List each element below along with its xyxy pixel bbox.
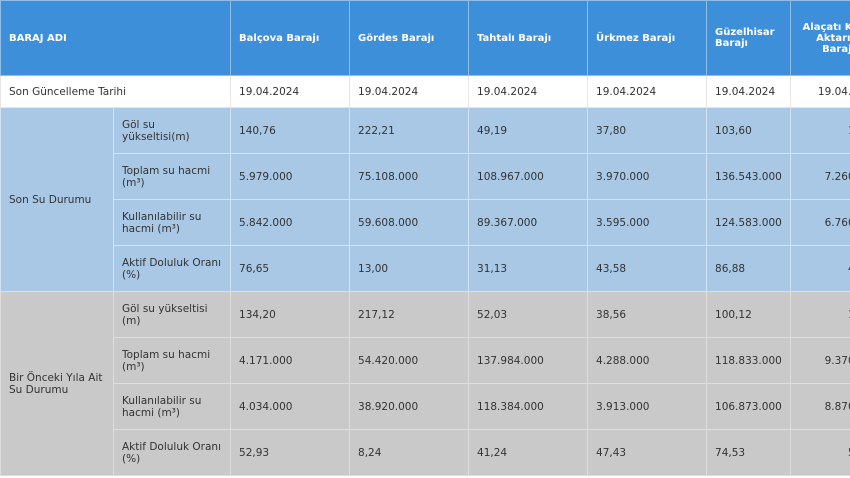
- metric-label: Kullanılabilir su hacmi (m³): [112, 383, 232, 430]
- value-cell: 74,53: [706, 429, 792, 476]
- value-cell: 106.873.000: [706, 383, 792, 430]
- value-cell: 37,80: [587, 107, 708, 154]
- value-cell: 38.920.000: [349, 383, 470, 430]
- value-cell: 134,20: [230, 291, 351, 338]
- data-row: Son Su Durumu Göl su yükseltisi(m) 140,76 2…: [0, 107, 850, 292]
- date-cell: 19.04.2024: [790, 75, 850, 108]
- value-cell: 49,19: [468, 107, 589, 154]
- header-cell: Gördes Barajı: [349, 0, 470, 76]
- group-label: Bir Önceki Yıla Ait Su Durumu: [0, 291, 114, 476]
- value-cell: 52,93: [230, 429, 351, 476]
- value-cell: 76,65: [230, 245, 351, 292]
- group-label: Son Su Durumu: [0, 107, 114, 292]
- value-cell: 54.420.000: [349, 337, 470, 384]
- header-cell: Tahtalı Barajı: [468, 0, 589, 76]
- value-cell: 3.970.000: [587, 153, 708, 200]
- value-cell: 3.595.000: [587, 199, 708, 246]
- data-row: Kullanılabilir su hacmi (m³) 5.842.000 59.…: [1, 199, 850, 246]
- metric-label: Aktif Doluluk Oranı (%): [112, 429, 232, 476]
- header-cell: BARAJ ADI: [0, 0, 232, 76]
- metric-label: Kullanılabilir su hacmi (m³): [112, 199, 232, 246]
- value-cell: 222,21: [349, 107, 470, 154]
- header-cell: Ürkmez Barajı: [587, 0, 708, 76]
- value-cell: 47,43: [587, 429, 708, 476]
- date-cell: 19.04.2024: [706, 75, 792, 108]
- metric-label: Göl su yükseltisi(m): [112, 107, 232, 154]
- header-cell: Balçova Barajı: [230, 0, 351, 76]
- value-cell: 4.288.000: [587, 337, 708, 384]
- value-cell: 41,24: [468, 429, 589, 476]
- value-cell: 86,88: [706, 245, 792, 292]
- metric-label: Aktif Doluluk Oranı (%): [112, 245, 232, 292]
- value-cell: 43,58: [587, 245, 708, 292]
- value-cell: 8.870.000: [790, 383, 850, 430]
- value-cell: 100,12: [706, 291, 792, 338]
- metric-label: Toplam su hacmi (m³): [112, 337, 232, 384]
- value-cell: 3.913.000: [587, 383, 708, 430]
- value-cell: 118.384.000: [468, 383, 589, 430]
- value-cell: 59.608.000: [349, 199, 470, 246]
- header-cell: Alaçatı Kutle Aktarım Barajı: [790, 0, 850, 76]
- data-row: Toplam su hacmi (m³) 4.171.000 54.420.000 1…: [1, 337, 850, 384]
- value-cell: 137.984.000: [468, 337, 589, 384]
- metric-label: Toplam su hacmi (m³): [112, 153, 232, 200]
- value-cell: 42,23: [790, 245, 850, 292]
- value-cell: 5.842.000: [230, 199, 351, 246]
- metric-label: Göl su yükseltisi (m): [112, 291, 232, 338]
- header-row: BARAJ ADI Balçova Barajı Gördes Barajı Taht…: [0, 0, 850, 76]
- value-cell: 103,60: [706, 107, 792, 154]
- data-row: Kullanılabilir su hacmi (m³) 4.034.000 38.…: [1, 383, 850, 430]
- value-cell: 8,24: [349, 429, 470, 476]
- date-cell: 19.04.2024: [230, 75, 351, 108]
- value-cell: 89.367.000: [468, 199, 589, 246]
- value-cell: 6.760.000: [790, 199, 850, 246]
- value-cell: 108.967.000: [468, 153, 589, 200]
- value-cell: 5.979.000: [230, 153, 351, 200]
- value-cell: 75.108.000: [349, 153, 470, 200]
- data-row: Aktif Doluluk Oranı (%) 52,93 8,24 41,24 47,…: [1, 429, 850, 476]
- value-cell: 13,00: [349, 245, 470, 292]
- value-cell: 4.034.000: [230, 383, 351, 430]
- date-cell: 19.04.2024: [468, 75, 589, 108]
- value-cell: 16,93: [790, 291, 850, 338]
- value-cell: 55,44: [790, 429, 850, 476]
- value-cell: 4.171.000: [230, 337, 351, 384]
- date-cell: 19.04.2024: [349, 75, 470, 108]
- value-cell: 31,13: [468, 245, 589, 292]
- data-row: Toplam su hacmi (m³) 5.979.000 75.108.000 1…: [1, 153, 850, 200]
- date-cell: 19.04.2024: [587, 75, 708, 108]
- value-cell: 140,76: [230, 107, 351, 154]
- data-row: Bir Önceki Yıla Ait Su Durumu Göl su yüks…: [0, 291, 850, 476]
- value-cell: 52,03: [468, 291, 589, 338]
- value-cell: 38,56: [587, 291, 708, 338]
- update-row: Son Güncelleme Tarihi 19.04.2024 19.04.202…: [0, 75, 850, 108]
- value-cell: 13,00: [790, 107, 850, 154]
- row-label: Son Güncelleme Tarihi: [0, 75, 232, 108]
- value-cell: 136.543.000: [706, 153, 792, 200]
- value-cell: 217,12: [349, 291, 470, 338]
- value-cell: 7.260.000: [790, 153, 850, 200]
- value-cell: 124.583.000: [706, 199, 792, 246]
- value-cell: 9.370.000: [790, 337, 850, 384]
- value-cell: 118.833.000: [706, 337, 792, 384]
- header-cell: Güzelhisar Barajı: [706, 0, 792, 76]
- data-row: Aktif Doluluk Oranı (%) 76,65 13,00 31,13 43…: [1, 245, 850, 292]
